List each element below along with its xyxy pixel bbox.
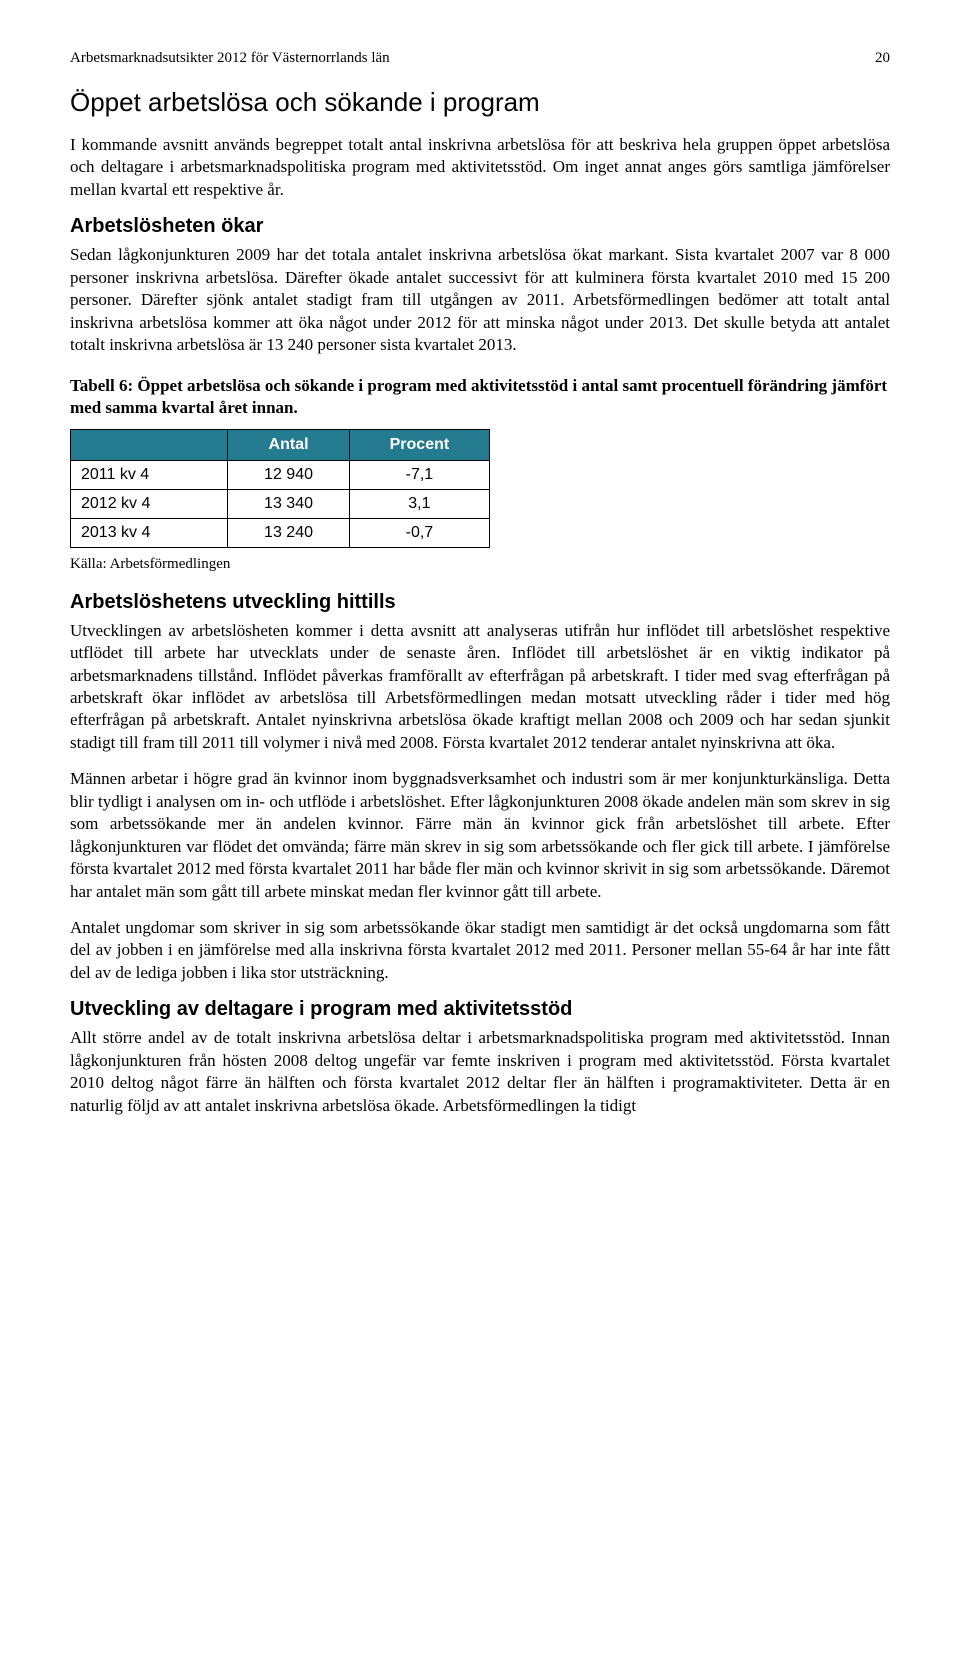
table-cell-procent: -0,7 (349, 518, 489, 547)
section-title-unemployment-rises: Arbetslösheten ökar (70, 215, 890, 238)
table-cell-antal: 13 240 (228, 518, 350, 547)
table-header-procent: Procent (349, 429, 489, 460)
table-row: 2011 kv 4 12 940 -7,1 (71, 460, 490, 489)
table6-source: Källa: Arbetsförmedlingen (70, 556, 890, 573)
section4-body: Allt större andel av de totalt inskrivna… (70, 1027, 890, 1117)
table-cell-procent: 3,1 (349, 489, 489, 518)
section3-p2: Männen arbetar i högre grad än kvinnor i… (70, 768, 890, 903)
table-cell-antal: 12 940 (228, 460, 350, 489)
table-cell-procent: -7,1 (349, 460, 489, 489)
table6-caption: Tabell 6: Öppet arbetslösa och sökande i… (70, 375, 890, 419)
page-number: 20 (875, 50, 890, 67)
table-row: 2012 kv 4 13 340 3,1 (71, 489, 490, 518)
section3-p3: Antalet ungdomar som skriver in sig som … (70, 917, 890, 984)
section1-intro: I kommande avsnitt används begreppet tot… (70, 134, 890, 201)
page-header: Arbetsmarknadsutsikter 2012 för Västerno… (70, 50, 890, 67)
table6: Antal Procent 2011 kv 4 12 940 -7,1 2012… (70, 429, 490, 548)
section-title-program-participants: Utveckling av deltagare i program med ak… (70, 998, 890, 1021)
section3-p1: Utvecklingen av arbetslösheten kommer i … (70, 620, 890, 755)
table-cell-label: 2011 kv 4 (71, 460, 228, 489)
section-title-development: Arbetslöshetens utveckling hittills (70, 591, 890, 614)
table-cell-antal: 13 340 (228, 489, 350, 518)
table-cell-label: 2012 kv 4 (71, 489, 228, 518)
section2-body: Sedan lågkonjunkturen 2009 har det total… (70, 244, 890, 356)
table-header-blank (71, 429, 228, 460)
header-title: Arbetsmarknadsutsikter 2012 för Västerno… (70, 50, 390, 66)
table-header-row: Antal Procent (71, 429, 490, 460)
table-header-antal: Antal (228, 429, 350, 460)
table-row: 2013 kv 4 13 240 -0,7 (71, 518, 490, 547)
section-title-open-unemployed: Öppet arbetslösa och sökande i program (70, 87, 890, 118)
table-cell-label: 2013 kv 4 (71, 518, 228, 547)
